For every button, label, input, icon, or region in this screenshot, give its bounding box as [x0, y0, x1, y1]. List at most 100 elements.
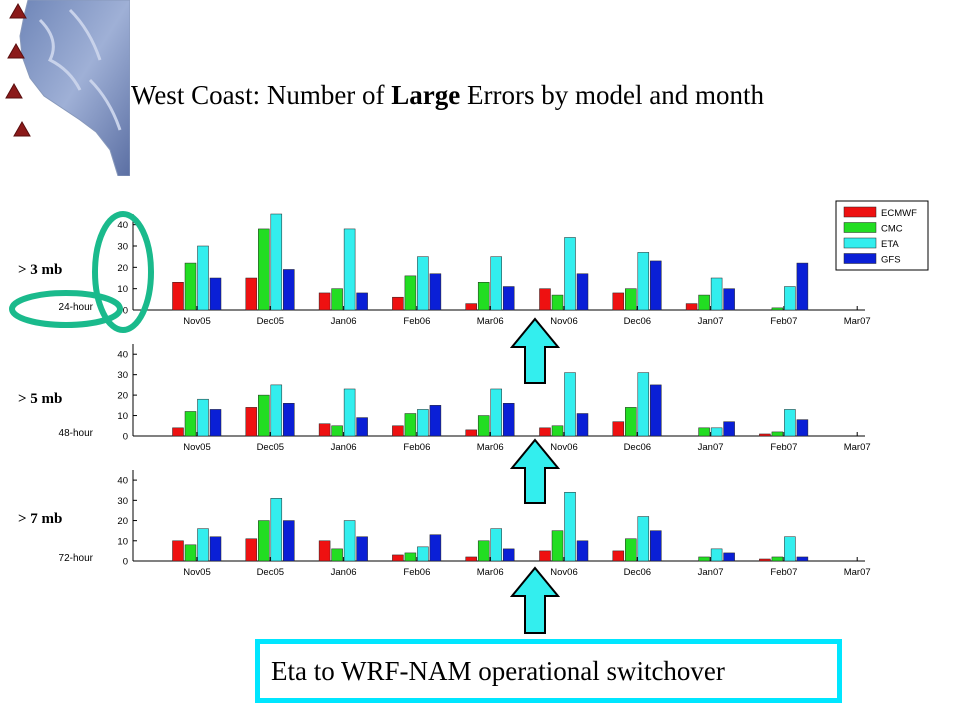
y-tick-label: 30 — [117, 496, 128, 507]
bar-ecmwf — [318, 423, 331, 437]
up-arrow-icon — [509, 317, 561, 384]
bar-eta — [417, 256, 429, 311]
bar-eta — [270, 213, 283, 311]
y-tick-label: 20 — [117, 263, 128, 274]
bar-gfs — [356, 417, 368, 437]
x-tick-label: Nov06 — [550, 442, 577, 453]
bar-cmc — [698, 427, 710, 437]
y-tick-label: 0 — [123, 306, 128, 317]
bar-eta — [270, 384, 283, 437]
y-tick-label: 40 — [117, 220, 128, 231]
bar-gfs — [650, 384, 662, 437]
bar-ecmwf — [245, 407, 258, 437]
legend-label-cmc: CMC — [881, 224, 903, 235]
bar-gfs — [502, 286, 515, 311]
bar-cmc — [258, 394, 270, 437]
legend-label-eta: ETA — [881, 239, 899, 250]
x-tick-label: Nov05 — [183, 316, 210, 327]
x-tick-label: Mar06 — [477, 316, 504, 327]
bar-eta — [343, 228, 356, 311]
x-tick-label: Feb06 — [403, 567, 430, 578]
bar-cmc — [477, 540, 490, 562]
bar-eta — [197, 528, 209, 562]
bar-cmc — [625, 538, 637, 562]
lead-highlight-ellipse — [9, 290, 123, 328]
threshold-label-7mb: > 7 mb — [18, 511, 63, 527]
page-title: West Coast: Number of Large Errors by mo… — [131, 80, 764, 110]
bar-cmc — [404, 275, 417, 311]
bar-gfs — [650, 260, 662, 311]
bar-ecmwf — [245, 277, 258, 311]
legend-swatch-gfs — [843, 253, 877, 264]
bar-eta — [784, 286, 796, 311]
bar-ecmwf — [612, 550, 625, 562]
x-tick-label: Nov06 — [550, 567, 577, 578]
bar-eta — [564, 372, 576, 437]
bar-eta — [784, 536, 796, 562]
up-arrow-icon — [509, 566, 561, 634]
bar-eta — [417, 546, 429, 562]
bar-cmc — [771, 556, 784, 562]
up-arrow-icon — [509, 438, 561, 504]
x-tick-label: Jan07 — [698, 442, 724, 453]
x-tick-label: Nov05 — [183, 567, 210, 578]
bar-cmc — [184, 544, 197, 562]
bar-gfs — [209, 277, 222, 311]
x-tick-label: Jan06 — [331, 567, 357, 578]
x-tick-label: Mar07 — [844, 442, 871, 453]
bar-gfs — [209, 409, 222, 437]
y-tick-label: 40 — [117, 476, 128, 487]
bar-gfs — [209, 536, 222, 562]
x-tick-label: Jan06 — [331, 316, 357, 327]
bar-eta — [564, 237, 576, 311]
bar-gfs — [576, 540, 589, 562]
lead-label-72h: 72-hour — [58, 553, 93, 564]
triangle-bullet-icon — [5, 82, 23, 99]
x-tick-label: Feb07 — [770, 442, 797, 453]
x-tick-label: Dec06 — [624, 442, 651, 453]
bar-gfs — [429, 273, 442, 311]
chart-panel-2: 0 10 20 30 40 Nov05 Dec05 Jan06 Feb06 Mar06 Nov06 D… — [117, 470, 871, 578]
bar-eta — [270, 498, 283, 562]
y-axis-highlight-ellipse — [92, 211, 154, 333]
y-tick-label: 0 — [123, 557, 128, 568]
bar-eta — [197, 398, 209, 437]
bar-ecmwf — [685, 303, 698, 311]
bar-gfs — [796, 262, 809, 311]
legend-swatch-cmc — [843, 222, 877, 233]
x-tick-label: Jan07 — [698, 567, 724, 578]
bar-gfs — [429, 405, 442, 437]
x-tick-label: Nov06 — [550, 316, 577, 327]
threshold-label-3mb: > 3 mb — [18, 262, 63, 278]
x-tick-label: Nov05 — [183, 442, 210, 453]
bar-eta — [637, 372, 650, 437]
bar-cmc — [551, 294, 564, 311]
bar-cmc — [771, 307, 784, 311]
bar-ecmwf — [318, 540, 331, 562]
bar-gfs — [283, 520, 295, 562]
bar-gfs — [429, 534, 442, 562]
bar-eta — [417, 409, 429, 437]
bar-ecmwf — [392, 554, 404, 562]
bar-ecmwf — [172, 427, 184, 437]
x-tick-label: Feb06 — [403, 316, 430, 327]
bar-cmc — [331, 288, 343, 311]
x-tick-label: Feb06 — [403, 442, 430, 453]
bar-ecmwf — [392, 425, 404, 437]
bar-eta — [637, 252, 650, 311]
bar-eta — [637, 516, 650, 562]
bar-eta — [564, 491, 576, 562]
x-tick-label: Jan07 — [698, 316, 724, 327]
bar-cmc — [771, 431, 784, 437]
x-tick-label: Feb07 — [770, 316, 797, 327]
y-tick-label: 30 — [117, 370, 128, 381]
y-tick-label: 40 — [117, 350, 128, 361]
x-tick-label: Mar07 — [844, 567, 871, 578]
x-tick-label: Dec06 — [624, 567, 651, 578]
x-tick-label: Dec06 — [624, 316, 651, 327]
triangle-bullet-icon — [13, 120, 31, 137]
bar-gfs — [723, 421, 735, 437]
y-tick-label: 10 — [117, 411, 128, 422]
y-tick-label: 10 — [117, 536, 128, 547]
